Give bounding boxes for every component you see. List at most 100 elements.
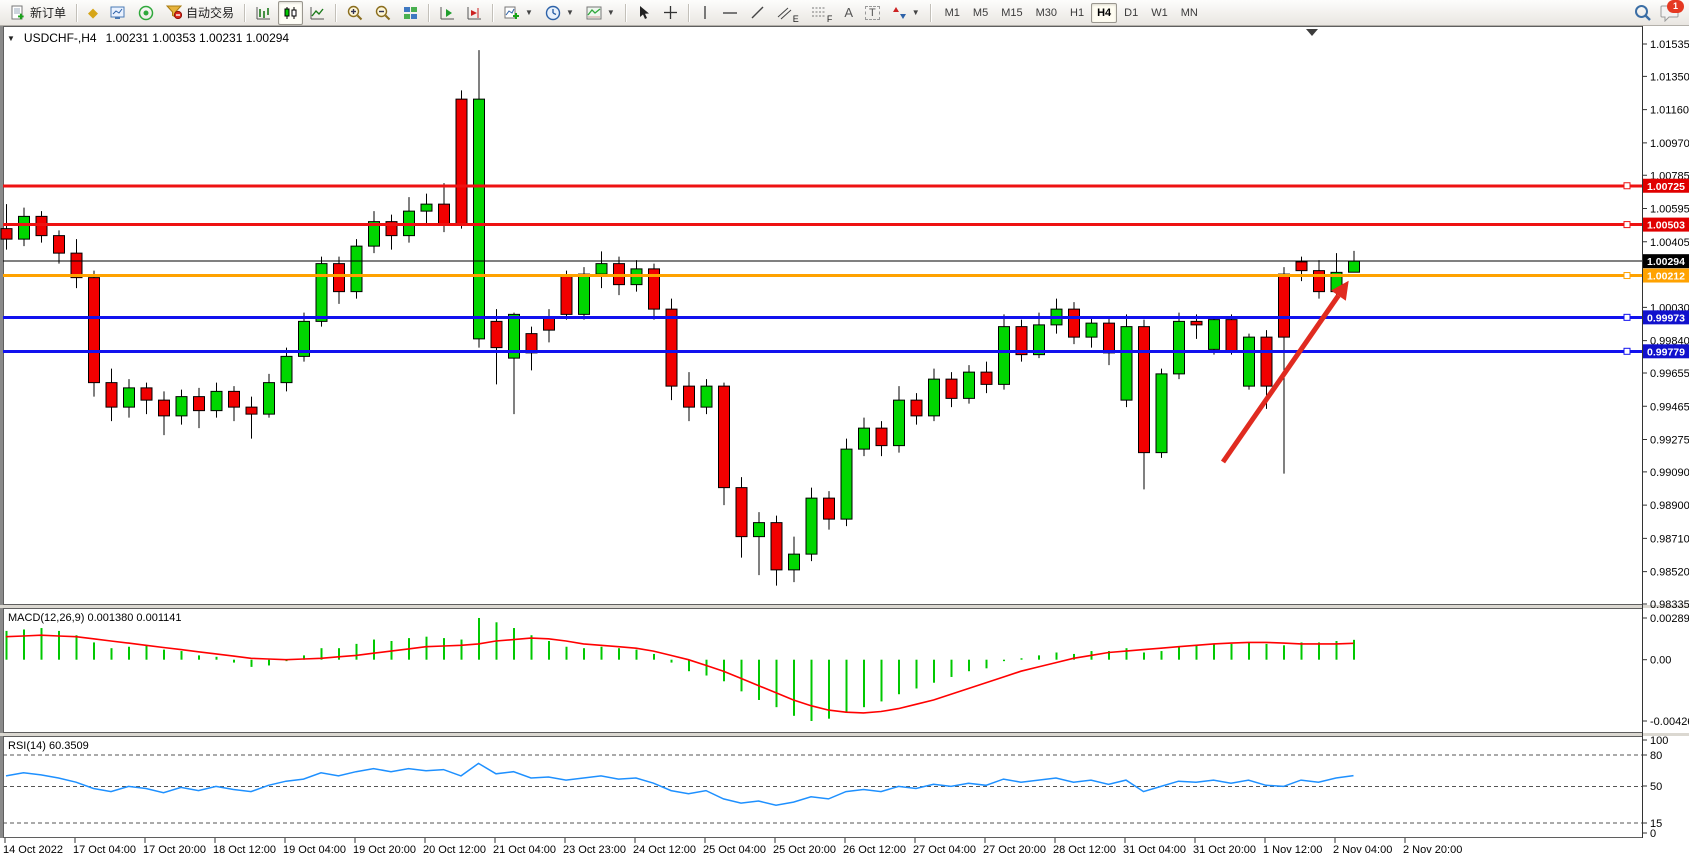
timeframe-button-m5[interactable]: M5 [972,6,989,19]
timeframe-button-h4[interactable]: H4 [1091,2,1118,23]
svg-text:19 Oct 04:00: 19 Oct 04:00 [283,844,346,856]
notifications-button[interactable]: 1 [1660,0,1684,22]
svg-text:-0.004261: -0.004261 [1650,716,1689,728]
auto-trading-icon [165,4,183,22]
svg-text:0.99779: 0.99779 [1647,346,1685,358]
fibonacci-button[interactable]: F [806,1,838,25]
chart-window[interactable]: 1.01535 1.01350 1.01160 1.00970 1.00785 1.005… [0,26,1689,861]
indicators-icon [504,6,520,19]
timeframe-button-m15[interactable]: M15 [1001,6,1023,19]
arrows-button[interactable]: ▼ [887,1,925,25]
auto-trading-label: 自动交易 [186,6,235,20]
svg-text:2 Nov 04:00: 2 Nov 04:00 [1333,844,1392,856]
arrows-icon [892,6,906,19]
new-order-button[interactable]: 新订单 [5,1,71,25]
svg-text:0.99090: 0.99090 [1650,467,1689,479]
svg-text:1.01160: 1.01160 [1650,105,1689,117]
tile-windows-button[interactable] [398,1,423,25]
svg-text:1.00405: 1.00405 [1650,237,1689,249]
data-window-button[interactable] [105,1,131,25]
auto-scroll-button[interactable] [435,1,460,25]
bar-chart-icon [256,6,271,19]
text-label-icon: T [864,5,880,20]
svg-text:0: 0 [1650,828,1656,840]
periods-button[interactable]: ▼ [540,1,579,25]
candlestick-chart-button[interactable] [278,0,304,25]
timeframe-button-mn[interactable]: MN [1180,6,1198,19]
svg-text:17 Oct 20:00: 17 Oct 20:00 [143,844,206,856]
svg-text:2 Nov 20:00: 2 Nov 20:00 [1403,844,1462,856]
svg-text:0.99973: 0.99973 [1647,312,1685,324]
text-label-button[interactable]: T [860,1,885,25]
chevron-down-icon: ▼ [606,8,615,17]
fibonacci-icon [811,7,825,17]
templates-button[interactable]: ▼ [581,1,620,25]
indicators-button[interactable]: ▼ [499,1,538,25]
svg-text:1.01350: 1.01350 [1650,71,1689,83]
svg-text:1.00503: 1.00503 [1647,220,1685,232]
svg-text:31 Oct 20:00: 31 Oct 20:00 [1193,844,1256,856]
signals-button[interactable] [133,1,159,25]
trendline-button[interactable] [745,1,770,25]
timeframe-button-d1[interactable]: D1 [1124,6,1139,19]
text-button[interactable]: A [839,1,858,25]
signal-icon [138,5,154,20]
auto-trading-button[interactable]: 自动交易 [161,1,239,25]
svg-text:27 Oct 20:00: 27 Oct 20:00 [983,844,1046,856]
horizontal-line-button[interactable] [717,1,743,25]
macd-indicator-label: MACD(12,26,9) 0.001380 0.001141 [8,612,182,624]
market-watch-button[interactable]: ◆ [83,1,103,25]
bar-chart-button[interactable] [251,1,276,25]
separator [335,3,338,22]
line-chart-button[interactable] [305,1,330,25]
separator [428,3,431,22]
svg-text:26 Oct 12:00: 26 Oct 12:00 [843,844,906,856]
zoom-out-button[interactable] [370,1,396,25]
main-toolbar: 新订单 ◆ 自动交易 [0,0,1689,26]
svg-text:50: 50 [1650,781,1662,793]
price-axis: 1.015351.013501.011601.009701.007851.005… [1642,26,1689,840]
vertical-line-button[interactable] [695,1,715,25]
svg-text:1.00725: 1.00725 [1647,181,1685,193]
svg-text:14 Oct 2022: 14 Oct 2022 [3,844,63,856]
template-icon [586,6,602,19]
separator [929,3,932,22]
cursor-button[interactable] [632,1,656,25]
timeframe-button-w1[interactable]: W1 [1151,6,1168,19]
equidistant-channel-button[interactable]: E [772,1,804,25]
svg-text:25 Oct 20:00: 25 Oct 20:00 [773,844,836,856]
svg-text:24 Oct 12:00: 24 Oct 12:00 [633,844,696,856]
separator [687,3,690,22]
fibonacci-letter: F [826,13,833,24]
zoom-in-icon [347,5,363,20]
cursor-icon [639,6,649,19]
svg-text:21 Oct 04:00: 21 Oct 04:00 [493,844,556,856]
svg-text:23 Oct 23:00: 23 Oct 23:00 [563,844,626,856]
crosshair-button[interactable] [658,1,683,25]
svg-text:28 Oct 12:00: 28 Oct 12:00 [1053,844,1116,856]
trendline-icon [751,6,764,19]
separator [492,3,495,22]
chart-shift-button[interactable] [462,1,487,25]
text-icon: A [844,5,853,20]
chart-canvas[interactable]: 1.015351.013501.011601.009701.007851.005… [0,26,1689,861]
svg-text:0.99655: 0.99655 [1650,368,1689,380]
chevron-down-icon: ▼ [565,8,574,17]
candlestick-chart-icon [284,6,297,19]
svg-text:1.00212: 1.00212 [1647,271,1685,283]
clock-icon [545,5,561,20]
svg-text:31 Oct 04:00: 31 Oct 04:00 [1123,844,1186,856]
timeframe-button-m30[interactable]: M30 [1035,6,1058,19]
timeframe-button-m1[interactable]: M1 [944,6,960,19]
timeframe-button-h1[interactable]: H1 [1070,6,1085,19]
svg-text:0.98335: 0.98335 [1650,599,1689,611]
search-icon[interactable] [1634,4,1652,22]
svg-text:25 Oct 04:00: 25 Oct 04:00 [703,844,766,856]
svg-text:17 Oct 04:00: 17 Oct 04:00 [73,844,136,856]
chart-ohlc-values: 1.00231 1.00353 1.00231 1.00294 [105,31,290,45]
svg-text:27 Oct 04:00: 27 Oct 04:00 [913,844,976,856]
zoom-in-button[interactable] [342,1,368,25]
separator [624,3,627,22]
svg-text:0.00: 0.00 [1650,655,1671,667]
collapse-icon[interactable]: ▼ [7,33,15,43]
